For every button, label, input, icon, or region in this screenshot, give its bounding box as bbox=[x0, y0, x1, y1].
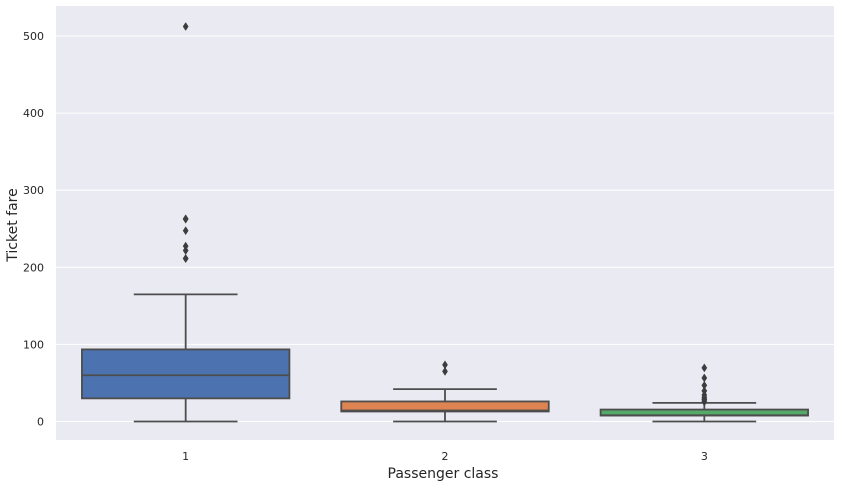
y-tick-label-400: 400 bbox=[23, 107, 44, 120]
box-class-3 bbox=[599, 363, 809, 423]
y-tick-label-200: 200 bbox=[23, 261, 44, 274]
y-tick-label-100: 100 bbox=[23, 338, 44, 351]
x-tick-label-1: 1 bbox=[182, 450, 189, 463]
x-tick-label-2: 2 bbox=[442, 450, 449, 463]
x-axis-ticks: 1 2 3 bbox=[182, 450, 708, 463]
outlier-point bbox=[182, 241, 189, 251]
outlier-point bbox=[442, 360, 448, 370]
iqr-box bbox=[340, 400, 550, 413]
iqr-box bbox=[81, 348, 291, 400]
outlier-point bbox=[701, 373, 708, 383]
outlier-point bbox=[701, 363, 708, 373]
box-class-2 bbox=[340, 360, 550, 423]
boxes bbox=[81, 22, 809, 423]
x-axis-label: Passenger class bbox=[388, 466, 499, 482]
y-axis-label: Ticket fare bbox=[5, 188, 21, 262]
outlier-point bbox=[701, 386, 708, 396]
y-tick-label-0: 0 bbox=[37, 416, 44, 429]
y-tick-label-500: 500 bbox=[23, 30, 44, 43]
outlier-point bbox=[182, 226, 189, 236]
y-tick-label-300: 300 bbox=[23, 184, 44, 197]
box-class-1 bbox=[81, 22, 291, 423]
outlier-point bbox=[701, 380, 708, 390]
outlier-point bbox=[182, 22, 189, 31]
outlier-point bbox=[442, 366, 448, 376]
outlier-point bbox=[182, 253, 189, 263]
y-axis-ticks: 0 100 200 300 400 500 bbox=[23, 30, 44, 429]
outlier-point bbox=[182, 214, 189, 224]
x-tick-label-3: 3 bbox=[701, 450, 708, 463]
